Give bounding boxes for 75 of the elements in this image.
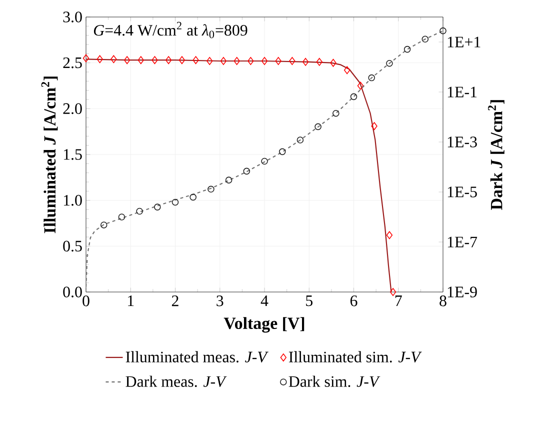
point (261, 57, 268, 65)
point (330, 58, 336, 67)
point (100, 222, 108, 228)
point (136, 208, 143, 215)
point (82, 54, 90, 62)
point (390, 288, 396, 296)
y2-tick-label: 1E-1 (448, 86, 477, 98)
point (165, 56, 172, 64)
point (208, 186, 214, 193)
point (368, 74, 375, 82)
point (350, 93, 358, 100)
y-tick-label: 0.5 (63, 240, 82, 252)
x-tick-label: 1 (128, 296, 134, 306)
point (190, 194, 196, 201)
x-tick-label: 6 (350, 296, 358, 306)
x-tick-label: 2 (172, 296, 178, 306)
point (386, 60, 393, 67)
y2-tick-label: 1E-7 (448, 236, 478, 248)
x-tick-label: 8 (440, 296, 446, 306)
y-tick-label: 2.5 (63, 57, 82, 68)
point (440, 27, 446, 34)
y-tick-label: 0.0 (63, 286, 82, 298)
point (404, 46, 411, 53)
point (371, 122, 378, 130)
point (192, 56, 199, 64)
point (386, 231, 393, 240)
point (316, 58, 322, 66)
y-axis-title: Illuminated J [A/cm$^{2}$] (41, 76, 58, 234)
point (344, 66, 350, 74)
y2-tick-label: 1E+1 (448, 36, 480, 48)
point (243, 168, 250, 175)
y2-tick-label: 1E-3 (448, 136, 477, 148)
point (314, 123, 322, 130)
line-series (86, 58, 392, 292)
point (422, 36, 429, 43)
annotation: G=4.4 W/cm$^{2}$ at λ$_{0}$=809 (94, 22, 248, 38)
point (172, 198, 179, 206)
point (248, 57, 254, 65)
point (296, 136, 304, 144)
y2-tick-label: 1E-5 (448, 186, 477, 198)
legend-label: Illuminated sim. J-V (288, 351, 422, 362)
y2-axis-title: Dark J [A/cm$^{2}$] (488, 100, 504, 210)
point (261, 158, 268, 165)
point (96, 55, 103, 64)
point (152, 56, 158, 64)
x-tick-label: 5 (306, 296, 312, 306)
x-axis-title: Voltage [V] (224, 317, 304, 333)
point (302, 58, 309, 66)
point (110, 55, 117, 64)
x-tick-label: 7 (395, 296, 402, 306)
point (118, 214, 126, 220)
x-tick-label: 3 (216, 296, 224, 306)
point (138, 56, 144, 64)
point (220, 57, 227, 65)
y-tick-label: 1.5 (64, 149, 82, 160)
y-tick-label: 2.0 (63, 103, 82, 114)
legend-label: Dark sim. J-V (288, 376, 380, 387)
x-tick-label: 0 (82, 296, 90, 306)
point (124, 56, 130, 64)
point (225, 176, 232, 184)
y-tick-label: 1.0 (64, 194, 82, 206)
point (234, 57, 240, 65)
point (154, 204, 161, 210)
x-tick-label: 4 (260, 296, 268, 306)
legend-label: Dark meas. J-V (126, 376, 227, 387)
legend-label: Illuminated meas. J-V (126, 351, 268, 362)
point (278, 148, 286, 156)
point (332, 110, 340, 117)
y-tick-label: 3.0 (63, 12, 82, 22)
point (289, 57, 296, 65)
point (178, 56, 186, 64)
point (357, 82, 364, 90)
point (206, 57, 213, 65)
y2-tick-label: 1E-9 (448, 286, 477, 298)
point (275, 57, 282, 65)
